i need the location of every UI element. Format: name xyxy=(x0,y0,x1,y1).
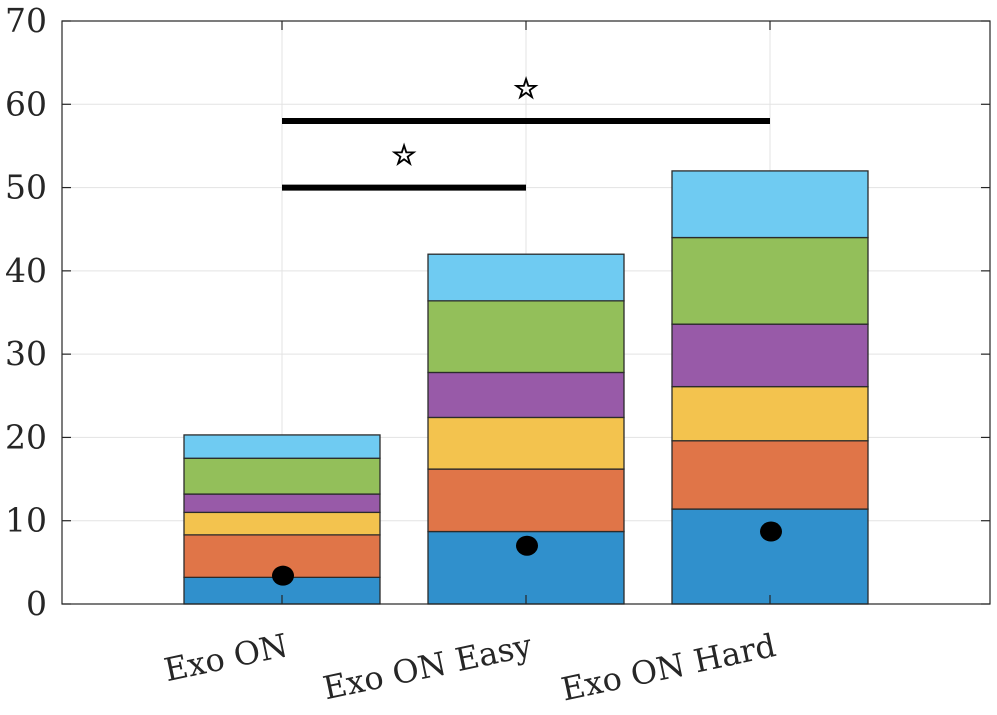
mean-marker xyxy=(272,565,294,586)
bar-segment xyxy=(671,440,869,510)
y-tick-label: 10 xyxy=(5,501,47,540)
y-tick-label: 60 xyxy=(5,84,47,123)
mean-marker xyxy=(516,535,538,556)
y-tick-label: 40 xyxy=(5,251,47,290)
y-tick-label: 50 xyxy=(5,168,47,207)
axes xyxy=(61,20,991,605)
bar-segment xyxy=(427,468,625,533)
x-tick-label: Exo ON Hard xyxy=(558,626,779,708)
significance-star: ☆ xyxy=(391,139,416,172)
bar-stacks xyxy=(183,170,869,605)
y-tick-label: 30 xyxy=(5,334,47,373)
mean-marker xyxy=(760,521,782,542)
bar-segment xyxy=(671,236,869,325)
significance-annotations: ☆☆ xyxy=(282,71,770,191)
bar-segment xyxy=(671,170,869,239)
y-tick-label: 20 xyxy=(5,417,47,456)
bar-segment xyxy=(427,253,625,302)
significance-star: ☆ xyxy=(513,72,538,105)
x-tick-label: Exo ON Easy xyxy=(320,626,535,707)
x-tick-labels: Exo ON Exo ON Easy Exo ON Hard xyxy=(161,626,779,708)
bar-segment xyxy=(427,300,625,374)
y-tick-label: 0 xyxy=(26,584,47,623)
bar-segment xyxy=(183,434,381,459)
bar-segment xyxy=(183,511,381,536)
mean-markers xyxy=(272,521,782,586)
x-tick-label: Exo ON xyxy=(161,626,291,689)
y-tick-labels: 0 10 20 30 40 50 60 70 xyxy=(5,1,47,623)
bar-segment xyxy=(671,323,869,388)
bar-segment xyxy=(183,493,381,514)
bar-segment xyxy=(183,457,381,495)
y-tick-label: 70 xyxy=(5,1,47,40)
bar-segment xyxy=(427,371,625,419)
bar-segment xyxy=(427,416,625,470)
bar-segment xyxy=(671,385,869,442)
